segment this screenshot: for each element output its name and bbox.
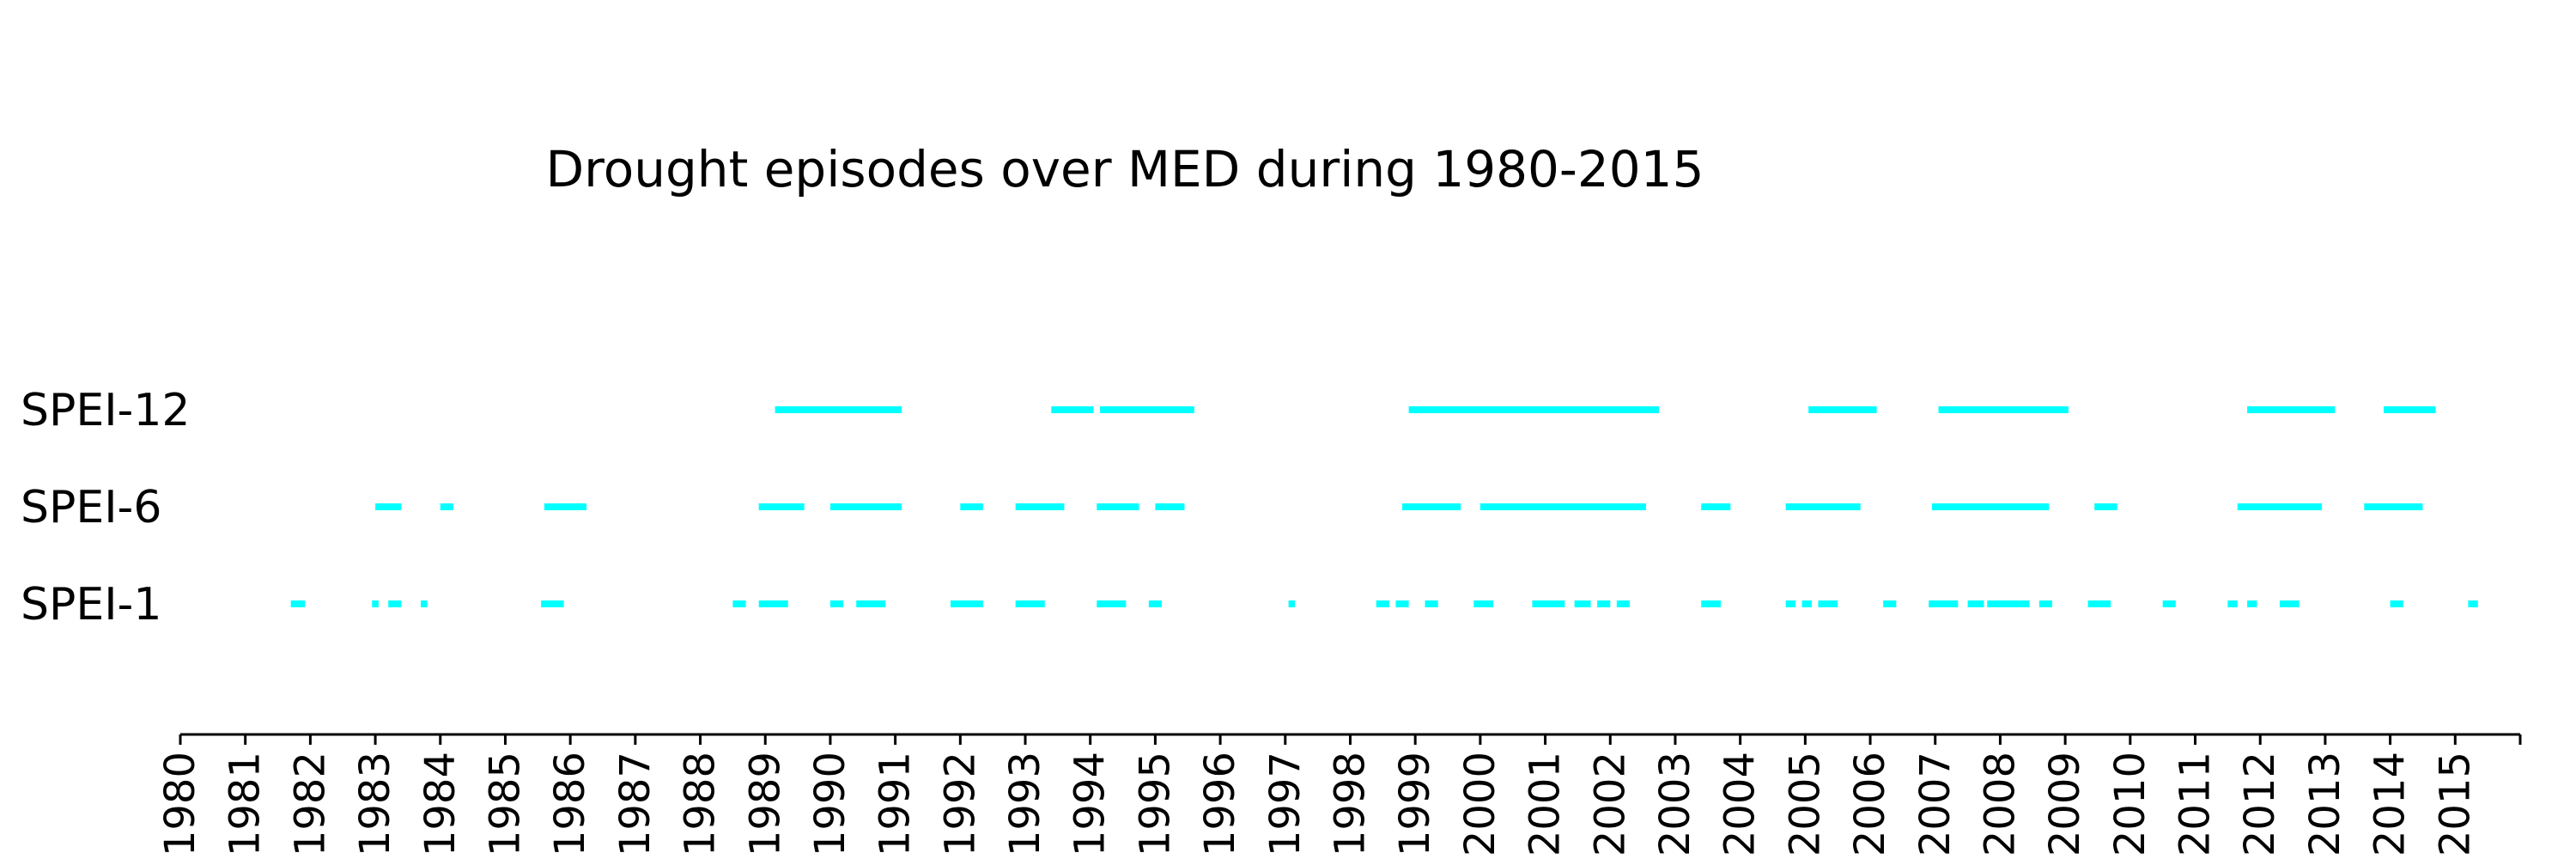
x-tick-label: 1997 [1261,752,1309,856]
x-tick-label: 1982 [286,752,334,856]
x-tick-label: 1989 [741,752,789,856]
x-tick-label: 2013 [2301,752,2349,856]
series-label: SPEI-1 [21,579,161,631]
x-tick-label: 1981 [222,752,270,856]
x-tick-label: 2010 [2106,752,2154,856]
x-axis: 1980 1981 1982 1983 1984 1985 1986 1987 1988 1989… [156,733,2522,856]
x-tick-label: 1995 [1131,752,1179,856]
chart-title: Drought episodes over MED during 1980-20… [546,140,1704,198]
series-spei-6: SPEI-6 [21,482,2423,533]
x-tick-label: 2014 [2366,752,2415,856]
x-tick-label: 2004 [1716,752,1765,856]
x-tick-label: 1994 [1066,752,1115,856]
series-label: SPEI-6 [21,482,161,533]
x-tick-label: 1993 [1001,752,1049,856]
x-tick-label: 1999 [1391,752,1439,856]
x-tick-label: 1987 [611,752,659,856]
series-layer: SPEI-12 SPEI-6 SPEI-1 [21,385,2478,631]
x-tick-label: 2002 [1586,752,1634,856]
x-tick-label: 1980 [156,752,204,856]
x-tick-label: 2007 [1911,752,1959,856]
x-tick-label: 2003 [1651,752,1699,856]
x-tick-label: 2006 [1846,752,1894,856]
series-label: SPEI-12 [21,385,191,436]
x-tick-label: 2009 [2041,752,2089,856]
x-tick-label: 2008 [1976,752,2024,856]
x-tick-label: 1984 [416,752,465,856]
x-tick-label: 2011 [2172,752,2220,856]
x-tick-label: 1992 [936,752,984,856]
x-tick-label: 2012 [2236,752,2284,856]
x-tick-label: 1988 [677,752,725,856]
x-tick-label: 1996 [1196,752,1244,856]
series-spei-1: SPEI-1 [21,579,2478,631]
series-spei-12: SPEI-12 [21,385,2436,436]
x-tick-label: 2015 [2431,752,2479,856]
x-tick-label: 1991 [872,752,920,856]
x-tick-label: 2005 [1781,752,1829,856]
x-tick-label: 1990 [806,752,854,856]
x-tick-label: 1986 [546,752,594,856]
x-tick-label: 1998 [1327,752,1375,856]
x-tick-label: 2000 [1456,752,1504,856]
x-tick-label: 1985 [481,752,529,856]
x-tick-label: 1983 [351,752,399,856]
x-tick-label: 2001 [1522,752,1570,856]
